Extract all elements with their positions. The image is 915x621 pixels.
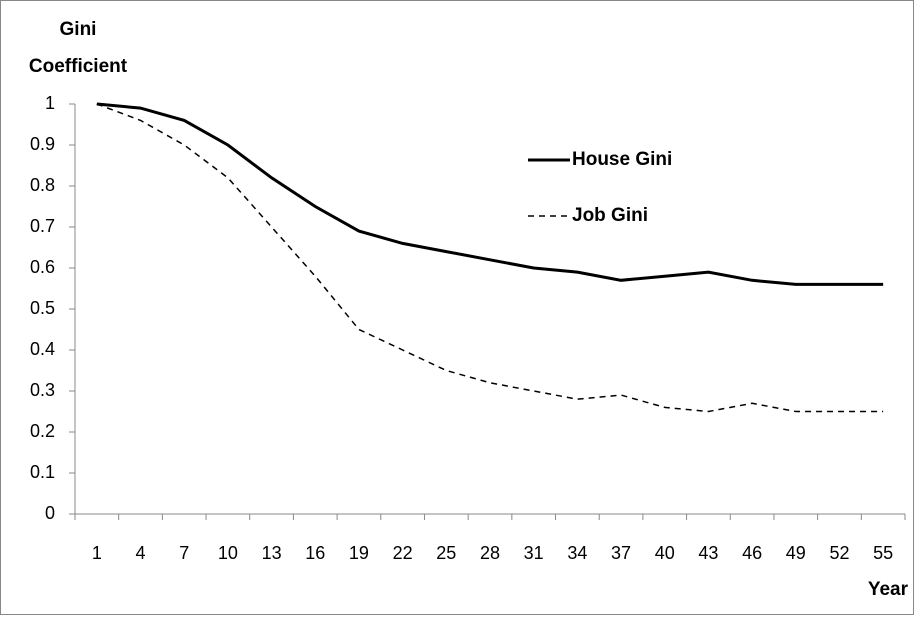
x-tick-label: 4	[136, 543, 146, 563]
x-tick-label: 19	[349, 543, 369, 563]
y-tick-label: 0.9	[30, 134, 55, 154]
y-tick-label: 0.2	[30, 421, 55, 441]
x-tick-label: 52	[829, 543, 849, 563]
y-tick-label: 0.7	[30, 216, 55, 236]
x-tick-label: 22	[393, 543, 413, 563]
x-tick-label: 28	[480, 543, 500, 563]
x-tick-label: 13	[262, 543, 282, 563]
y-tick-label: 0.1	[30, 462, 55, 482]
x-tick-label: 1	[92, 543, 102, 563]
legend-label: House Gini	[572, 149, 672, 170]
x-tick-label: 37	[611, 543, 631, 563]
x-tick-label: 16	[305, 543, 325, 563]
x-tick-label: 7	[179, 543, 189, 563]
y-tick-label: 0	[45, 503, 55, 523]
x-tick-label: 46	[742, 543, 762, 563]
x-tick-label: 43	[698, 543, 718, 563]
y-tick-label: 1	[45, 93, 55, 113]
x-tick-label: 25	[436, 543, 456, 563]
y-axis-title: Coefficient	[29, 56, 128, 77]
line-series	[96, 102, 884, 286]
x-tick-label: 55	[873, 543, 893, 563]
legend-label: Job Gini	[572, 205, 648, 226]
x-tick-label: 31	[524, 543, 544, 563]
y-tick-label: 0.8	[30, 175, 55, 195]
x-tick-label: 10	[218, 543, 238, 563]
x-tick-label: 40	[655, 543, 675, 563]
x-tick-label: 34	[567, 543, 587, 563]
y-tick-label: 0.3	[30, 380, 55, 400]
x-axis-title: Year	[868, 579, 909, 600]
y-tick-label: 0.4	[30, 339, 55, 359]
y-tick-label: 0.5	[30, 298, 55, 318]
line-series	[96, 103, 884, 413]
x-tick-label: 49	[786, 543, 806, 563]
y-tick-label: 0.6	[30, 257, 55, 277]
y-axis-title: Gini	[60, 19, 97, 40]
